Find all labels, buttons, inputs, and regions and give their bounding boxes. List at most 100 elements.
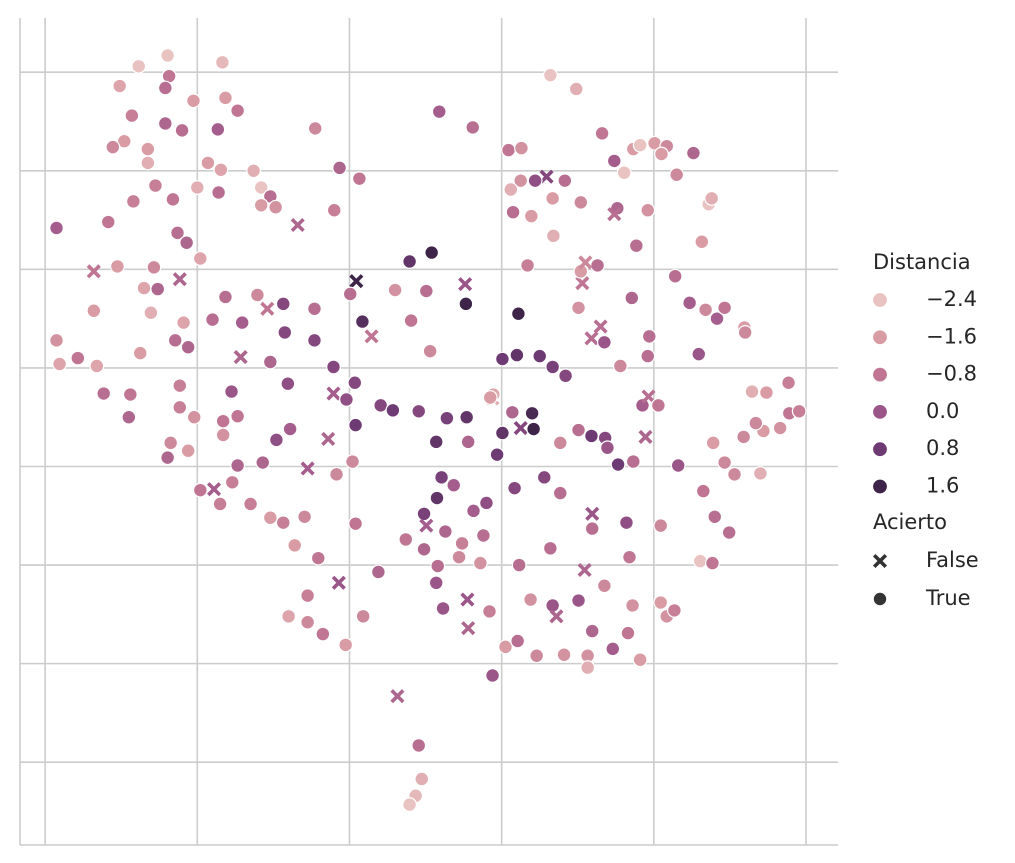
point xyxy=(511,557,527,573)
point xyxy=(495,351,510,367)
point xyxy=(459,409,475,425)
point xyxy=(96,386,112,401)
point xyxy=(414,771,430,787)
point xyxy=(179,235,195,251)
legend-label: 0.8 xyxy=(926,436,959,460)
point xyxy=(342,286,358,302)
legend-marker xyxy=(872,553,888,569)
point xyxy=(189,180,205,195)
point xyxy=(416,506,432,522)
legend-marker xyxy=(872,591,888,607)
point xyxy=(653,518,669,534)
point xyxy=(545,190,561,206)
point xyxy=(520,258,535,273)
point xyxy=(584,521,600,536)
point xyxy=(495,425,510,441)
point xyxy=(100,214,116,230)
point xyxy=(772,420,788,436)
point xyxy=(243,496,258,512)
point xyxy=(651,397,666,413)
point xyxy=(253,197,269,213)
point xyxy=(705,555,720,571)
point xyxy=(338,637,354,653)
point xyxy=(752,465,768,481)
point xyxy=(686,145,701,161)
point xyxy=(437,524,453,539)
point xyxy=(791,403,807,419)
point xyxy=(458,296,474,312)
point xyxy=(211,185,227,200)
point xyxy=(503,182,519,197)
point xyxy=(624,290,640,306)
point xyxy=(172,378,188,394)
point xyxy=(434,469,449,485)
point xyxy=(638,429,653,444)
point xyxy=(424,245,440,260)
point xyxy=(571,300,586,316)
point xyxy=(146,259,162,275)
point xyxy=(224,384,239,399)
point xyxy=(160,450,176,466)
point xyxy=(300,461,315,476)
point xyxy=(635,397,650,413)
point xyxy=(606,153,622,169)
point xyxy=(52,356,67,372)
point xyxy=(781,375,796,391)
point xyxy=(345,454,360,469)
point xyxy=(625,454,641,469)
point xyxy=(557,173,573,189)
point xyxy=(206,482,222,497)
point xyxy=(552,435,568,451)
point xyxy=(275,296,291,312)
point xyxy=(287,537,303,553)
point xyxy=(600,440,615,456)
point xyxy=(280,376,296,392)
point xyxy=(370,564,386,580)
point xyxy=(485,668,500,683)
point xyxy=(277,325,293,340)
point xyxy=(246,163,262,179)
point xyxy=(458,277,473,292)
point xyxy=(721,525,737,540)
point xyxy=(307,332,322,348)
point xyxy=(269,432,284,448)
point xyxy=(439,410,455,426)
point xyxy=(402,797,417,812)
point xyxy=(329,466,344,482)
point xyxy=(482,603,497,619)
point xyxy=(402,254,417,269)
point xyxy=(403,313,419,329)
point xyxy=(268,199,284,215)
point xyxy=(466,503,481,519)
point xyxy=(575,276,590,291)
point xyxy=(390,689,405,704)
point xyxy=(192,482,208,498)
point xyxy=(536,469,552,485)
point xyxy=(612,358,628,374)
point xyxy=(573,194,589,210)
point xyxy=(112,78,128,94)
point xyxy=(510,633,526,649)
point xyxy=(160,48,176,63)
point xyxy=(428,575,444,591)
point xyxy=(727,466,742,482)
point xyxy=(698,302,713,318)
point xyxy=(435,601,451,616)
legend-swatch xyxy=(871,441,889,458)
point xyxy=(422,343,438,359)
point xyxy=(596,578,612,594)
point xyxy=(387,282,403,298)
point xyxy=(315,626,331,642)
point xyxy=(682,295,698,311)
point xyxy=(717,455,733,470)
point xyxy=(524,405,540,421)
point xyxy=(571,422,586,438)
point xyxy=(282,421,298,437)
point xyxy=(109,258,125,274)
point xyxy=(616,165,632,181)
point xyxy=(653,595,669,610)
point xyxy=(176,315,192,330)
point xyxy=(186,409,202,425)
point xyxy=(321,431,336,446)
point xyxy=(669,167,685,183)
